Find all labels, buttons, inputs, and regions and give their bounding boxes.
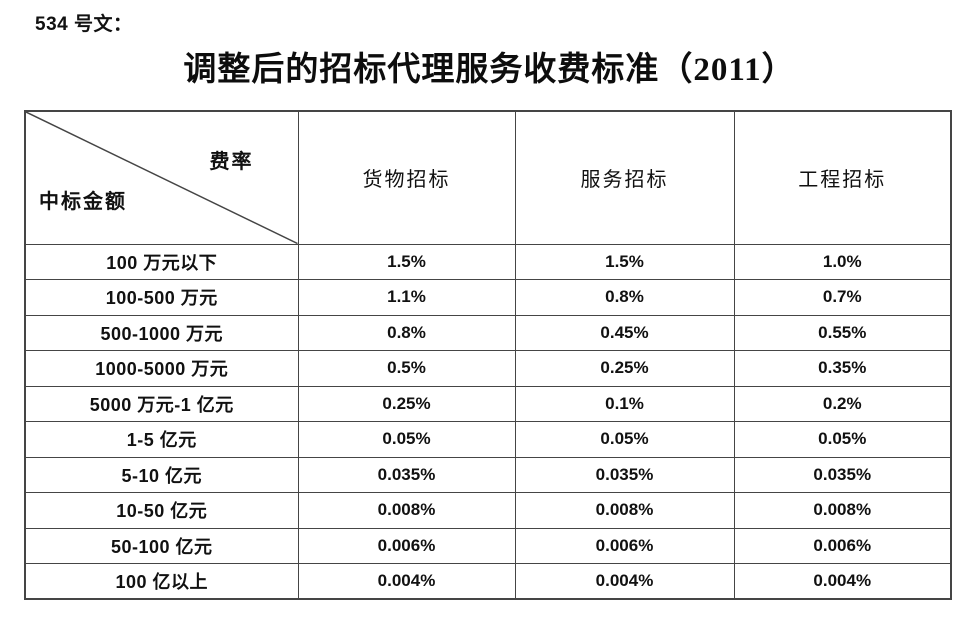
fee-cell: 0.008% [297,492,516,529]
fee-cell: 0.8% [297,314,516,351]
table-row: 1000-5000 万元 0.5% 0.25% 0.35% [24,350,952,387]
fee-cell: 0.05% [514,421,735,458]
row-label: 1000-5000 万元 [24,350,299,387]
fee-cell: 0.25% [297,385,516,422]
table-row: 5000 万元-1 亿元 0.25% 0.1% 0.2% [24,385,952,422]
fee-cell: 0.035% [514,456,735,493]
row-label: 100 亿以上 [24,563,299,600]
fee-cell: 0.004% [297,563,516,600]
row-label: 100-500 万元 [24,279,299,316]
fee-cell: 0.008% [514,492,735,529]
table-row: 100 万元以下 1.5% 1.5% 1.0% [24,243,952,280]
row-label: 50-100 亿元 [24,527,299,564]
page-title: 调整后的招标代理服务收费标准（2011） [183,52,796,88]
fee-cell: 0.5% [297,350,516,387]
fee-cell: 0.008% [733,492,952,529]
fee-cell: 0.035% [297,456,516,493]
fee-cell: 0.8% [514,279,735,316]
row-label: 5-10 亿元 [24,456,299,493]
table-row: 50-100 亿元 0.006% 0.006% 0.006% [24,527,952,564]
fee-cell: 0.25% [514,350,735,387]
column-header-goods: 货物招标 [297,110,516,245]
diagonal-divider-line [26,112,298,244]
fee-cell: 0.35% [733,350,952,387]
table-row: 1-5 亿元 0.05% 0.05% 0.05% [24,421,952,458]
row-label: 10-50 亿元 [24,492,299,529]
fee-cell: 0.55% [733,314,952,351]
fee-cell: 0.2% [733,385,952,422]
document-number-label: 534 号文： [35,14,133,35]
fee-rate-table: 费率 中标金额 货物招标 服务招标 工程招标 100 万元以下 1.5% 1.5… [24,110,952,600]
table-row: 100 亿以上 0.004% 0.004% 0.004% [24,563,952,600]
fee-cell: 0.006% [514,527,735,564]
diagonal-corner-cell: 费率 中标金额 [24,110,299,245]
table-row: 500-1000 万元 0.8% 0.45% 0.55% [24,314,952,351]
fee-cell: 0.006% [297,527,516,564]
column-header-engineering: 工程招标 [733,110,952,245]
fee-cell: 0.05% [297,421,516,458]
row-label: 100 万元以下 [24,243,299,280]
row-label: 5000 万元-1 亿元 [24,385,299,422]
fee-cell: 0.035% [733,456,952,493]
table-row: 100-500 万元 1.1% 0.8% 0.7% [24,279,952,316]
row-label: 1-5 亿元 [24,421,299,458]
fee-cell: 1.1% [297,279,516,316]
row-label: 500-1000 万元 [24,314,299,351]
table-row: 5-10 亿元 0.035% 0.035% 0.035% [24,456,952,493]
fee-cell: 0.004% [514,563,735,600]
column-header-services: 服务招标 [514,110,735,245]
fee-cell: 1.5% [514,243,735,280]
fee-cell: 0.1% [514,385,735,422]
fee-cell: 0.004% [733,563,952,600]
corner-rate-label: 费率 [209,151,254,173]
table-header-row: 费率 中标金额 货物招标 服务招标 工程招标 [24,110,952,245]
fee-cell: 1.0% [733,243,952,280]
table-row: 10-50 亿元 0.008% 0.008% 0.008% [24,492,952,529]
corner-amount-label: 中标金额 [39,190,127,213]
fee-cell: 1.5% [297,243,516,280]
fee-cell: 0.7% [733,279,952,316]
fee-cell: 0.45% [514,314,735,351]
fee-cell: 0.05% [733,421,952,458]
fee-cell: 0.006% [733,527,952,564]
